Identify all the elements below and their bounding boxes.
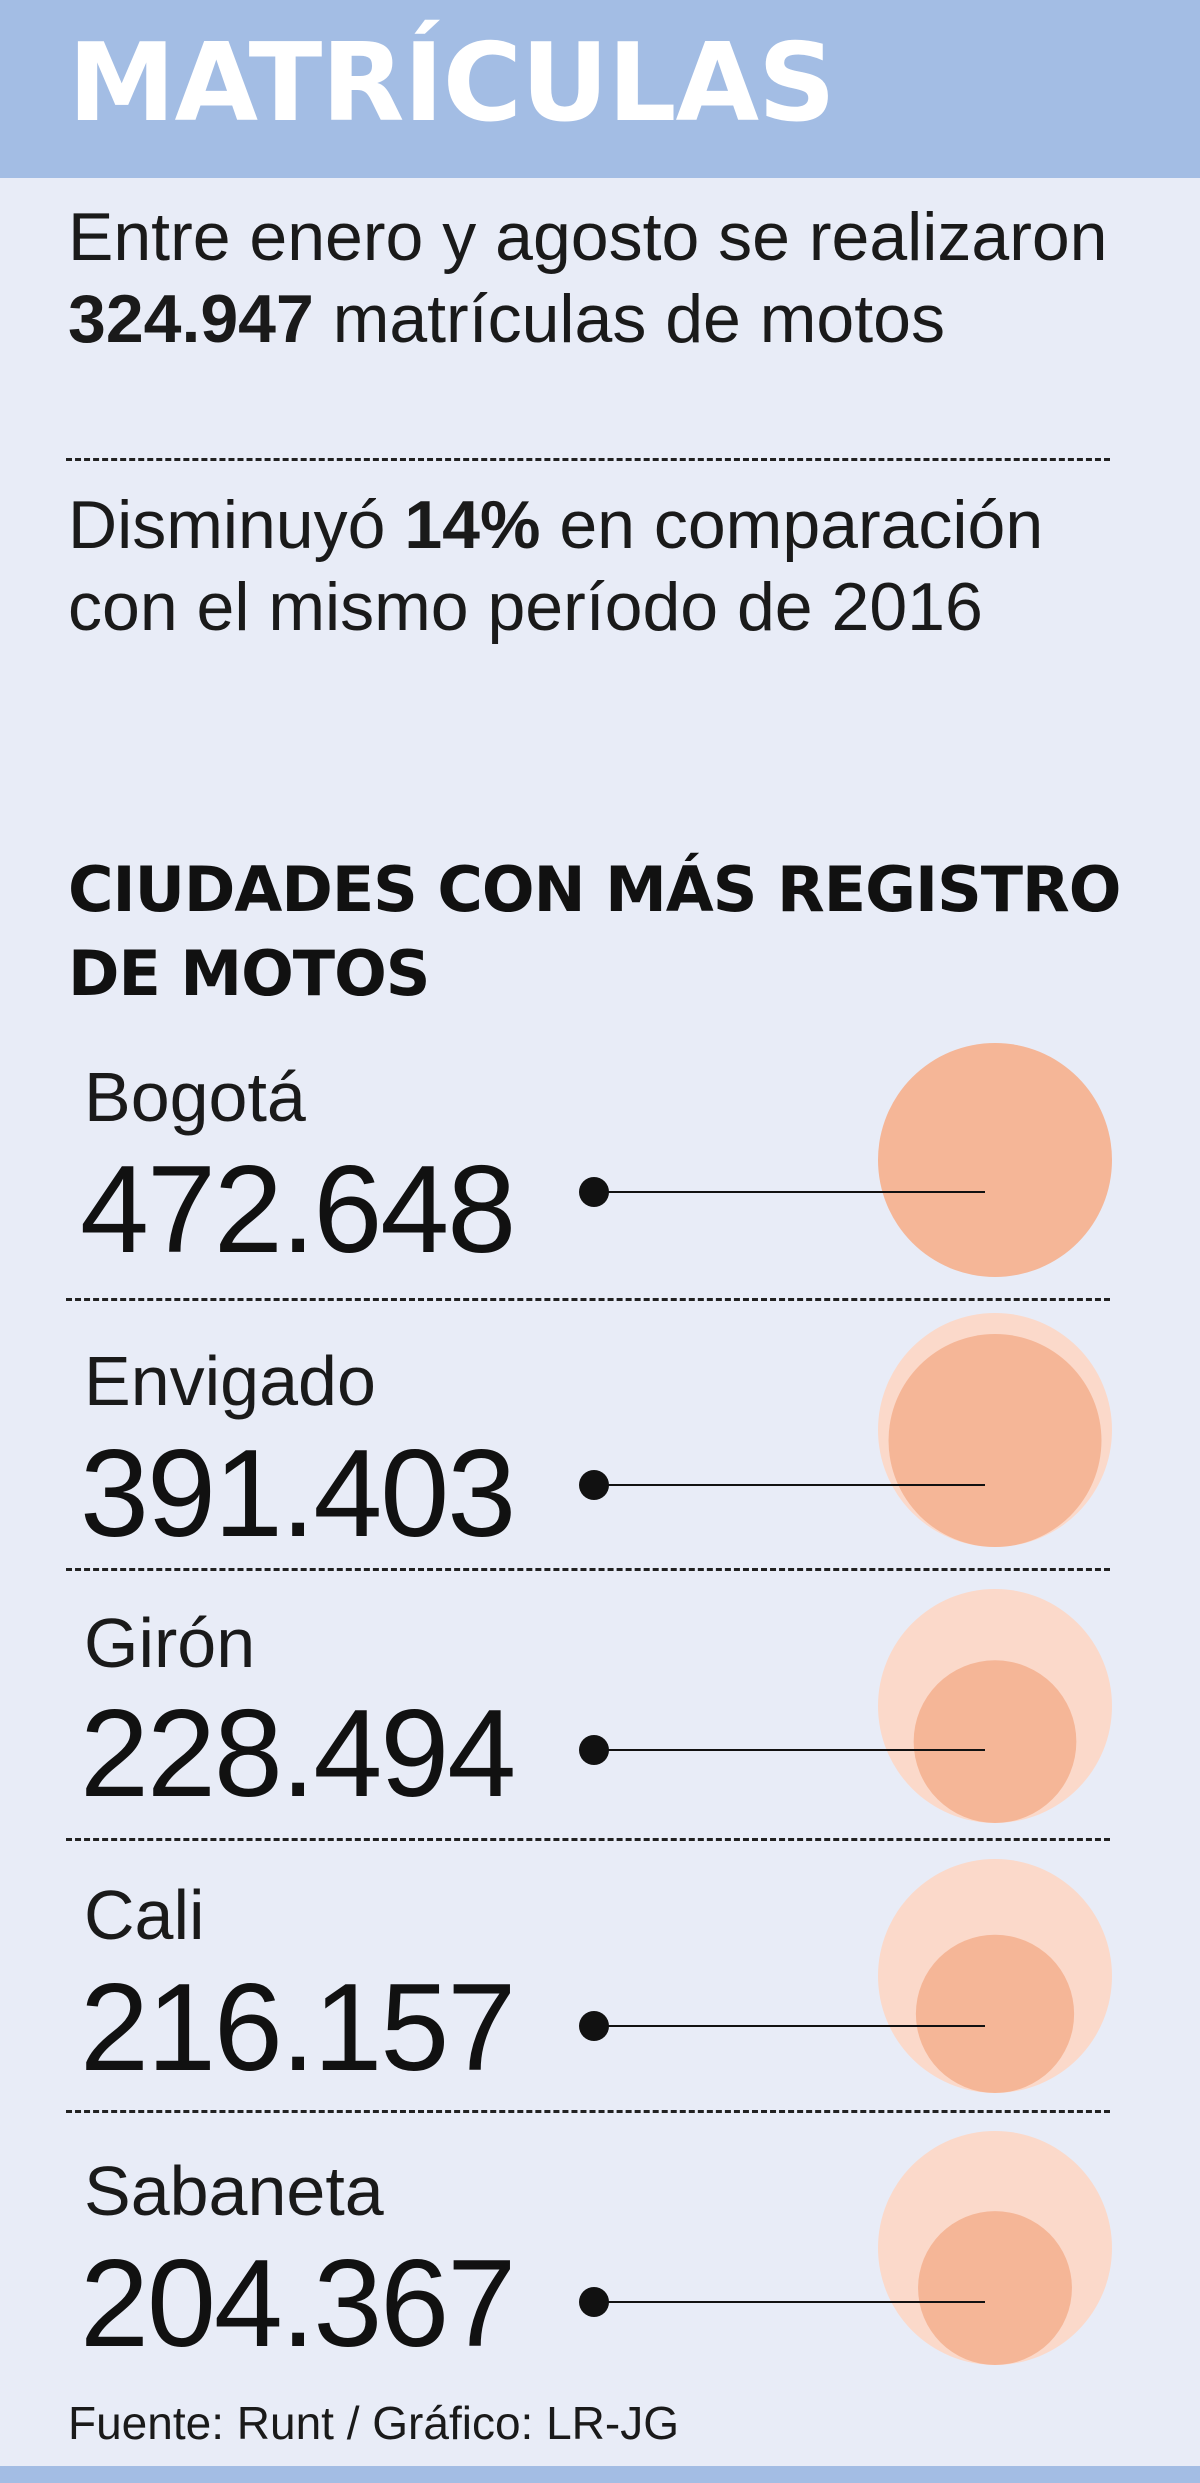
bubble-cali: [915, 1934, 1075, 2093]
bubble-giron: [913, 1660, 1077, 1823]
leader-dot-giron: [579, 1735, 609, 1765]
stat-text-before: Disminuyó: [68, 487, 405, 563]
stat-highlight-total: 324.947: [68, 281, 314, 357]
divider: [66, 2110, 1110, 2113]
divider: [66, 1298, 1110, 1301]
stat-text-before: Entre enero y agosto se realizaron: [68, 199, 1108, 275]
bubble-envigado: [888, 1334, 1102, 1547]
header-banner: MATRÍCULAS: [0, 0, 1200, 178]
page-title: MATRÍCULAS: [68, 21, 836, 146]
city-value-giron: 228.494: [80, 1685, 516, 1823]
city-name-cali: Cali: [84, 1876, 205, 1954]
stat-decrease: Disminuyó 14% en comparación con el mism…: [68, 484, 1128, 648]
stat-total-registrations: Entre enero y agosto se realizaron 324.9…: [68, 196, 1128, 360]
footer-bar: [0, 2466, 1200, 2483]
divider: [66, 1568, 1110, 1571]
city-value-cali: 216.157: [80, 1959, 516, 2097]
leader-dot-sabaneta: [579, 2287, 609, 2317]
city-name-sabaneta: Sabaneta: [84, 2152, 384, 2230]
chart-title: CIUDADES CON MÁS REGISTRO DE MOTOS: [68, 853, 1121, 1010]
bubble-bogota: [878, 1043, 1112, 1277]
leader-dot-envigado: [579, 1470, 609, 1500]
source-credit: Fuente: Runt / Gráfico: LR-JG: [68, 2397, 680, 2449]
city-name-envigado: Envigado: [84, 1342, 376, 1420]
stat-text-after: matrículas de motos: [313, 281, 945, 357]
divider: [66, 1838, 1110, 1841]
leader-dot-cali: [579, 2011, 609, 2041]
divider: [66, 458, 1110, 461]
stat-highlight-percent: 14%: [404, 487, 541, 563]
stat-text-after: en comparación con el mismo período de 2…: [68, 487, 1044, 645]
city-value-envigado: 391.403: [80, 1425, 516, 1563]
leader-dot-bogota: [579, 1177, 609, 1207]
city-value-sabaneta: 204.367: [80, 2235, 516, 2373]
city-value-bogota: 472.648: [80, 1141, 516, 1279]
city-name-giron: Girón: [84, 1604, 256, 1682]
bubble-sabaneta: [918, 2211, 1072, 2365]
city-name-bogota: Bogotá: [84, 1058, 306, 1136]
